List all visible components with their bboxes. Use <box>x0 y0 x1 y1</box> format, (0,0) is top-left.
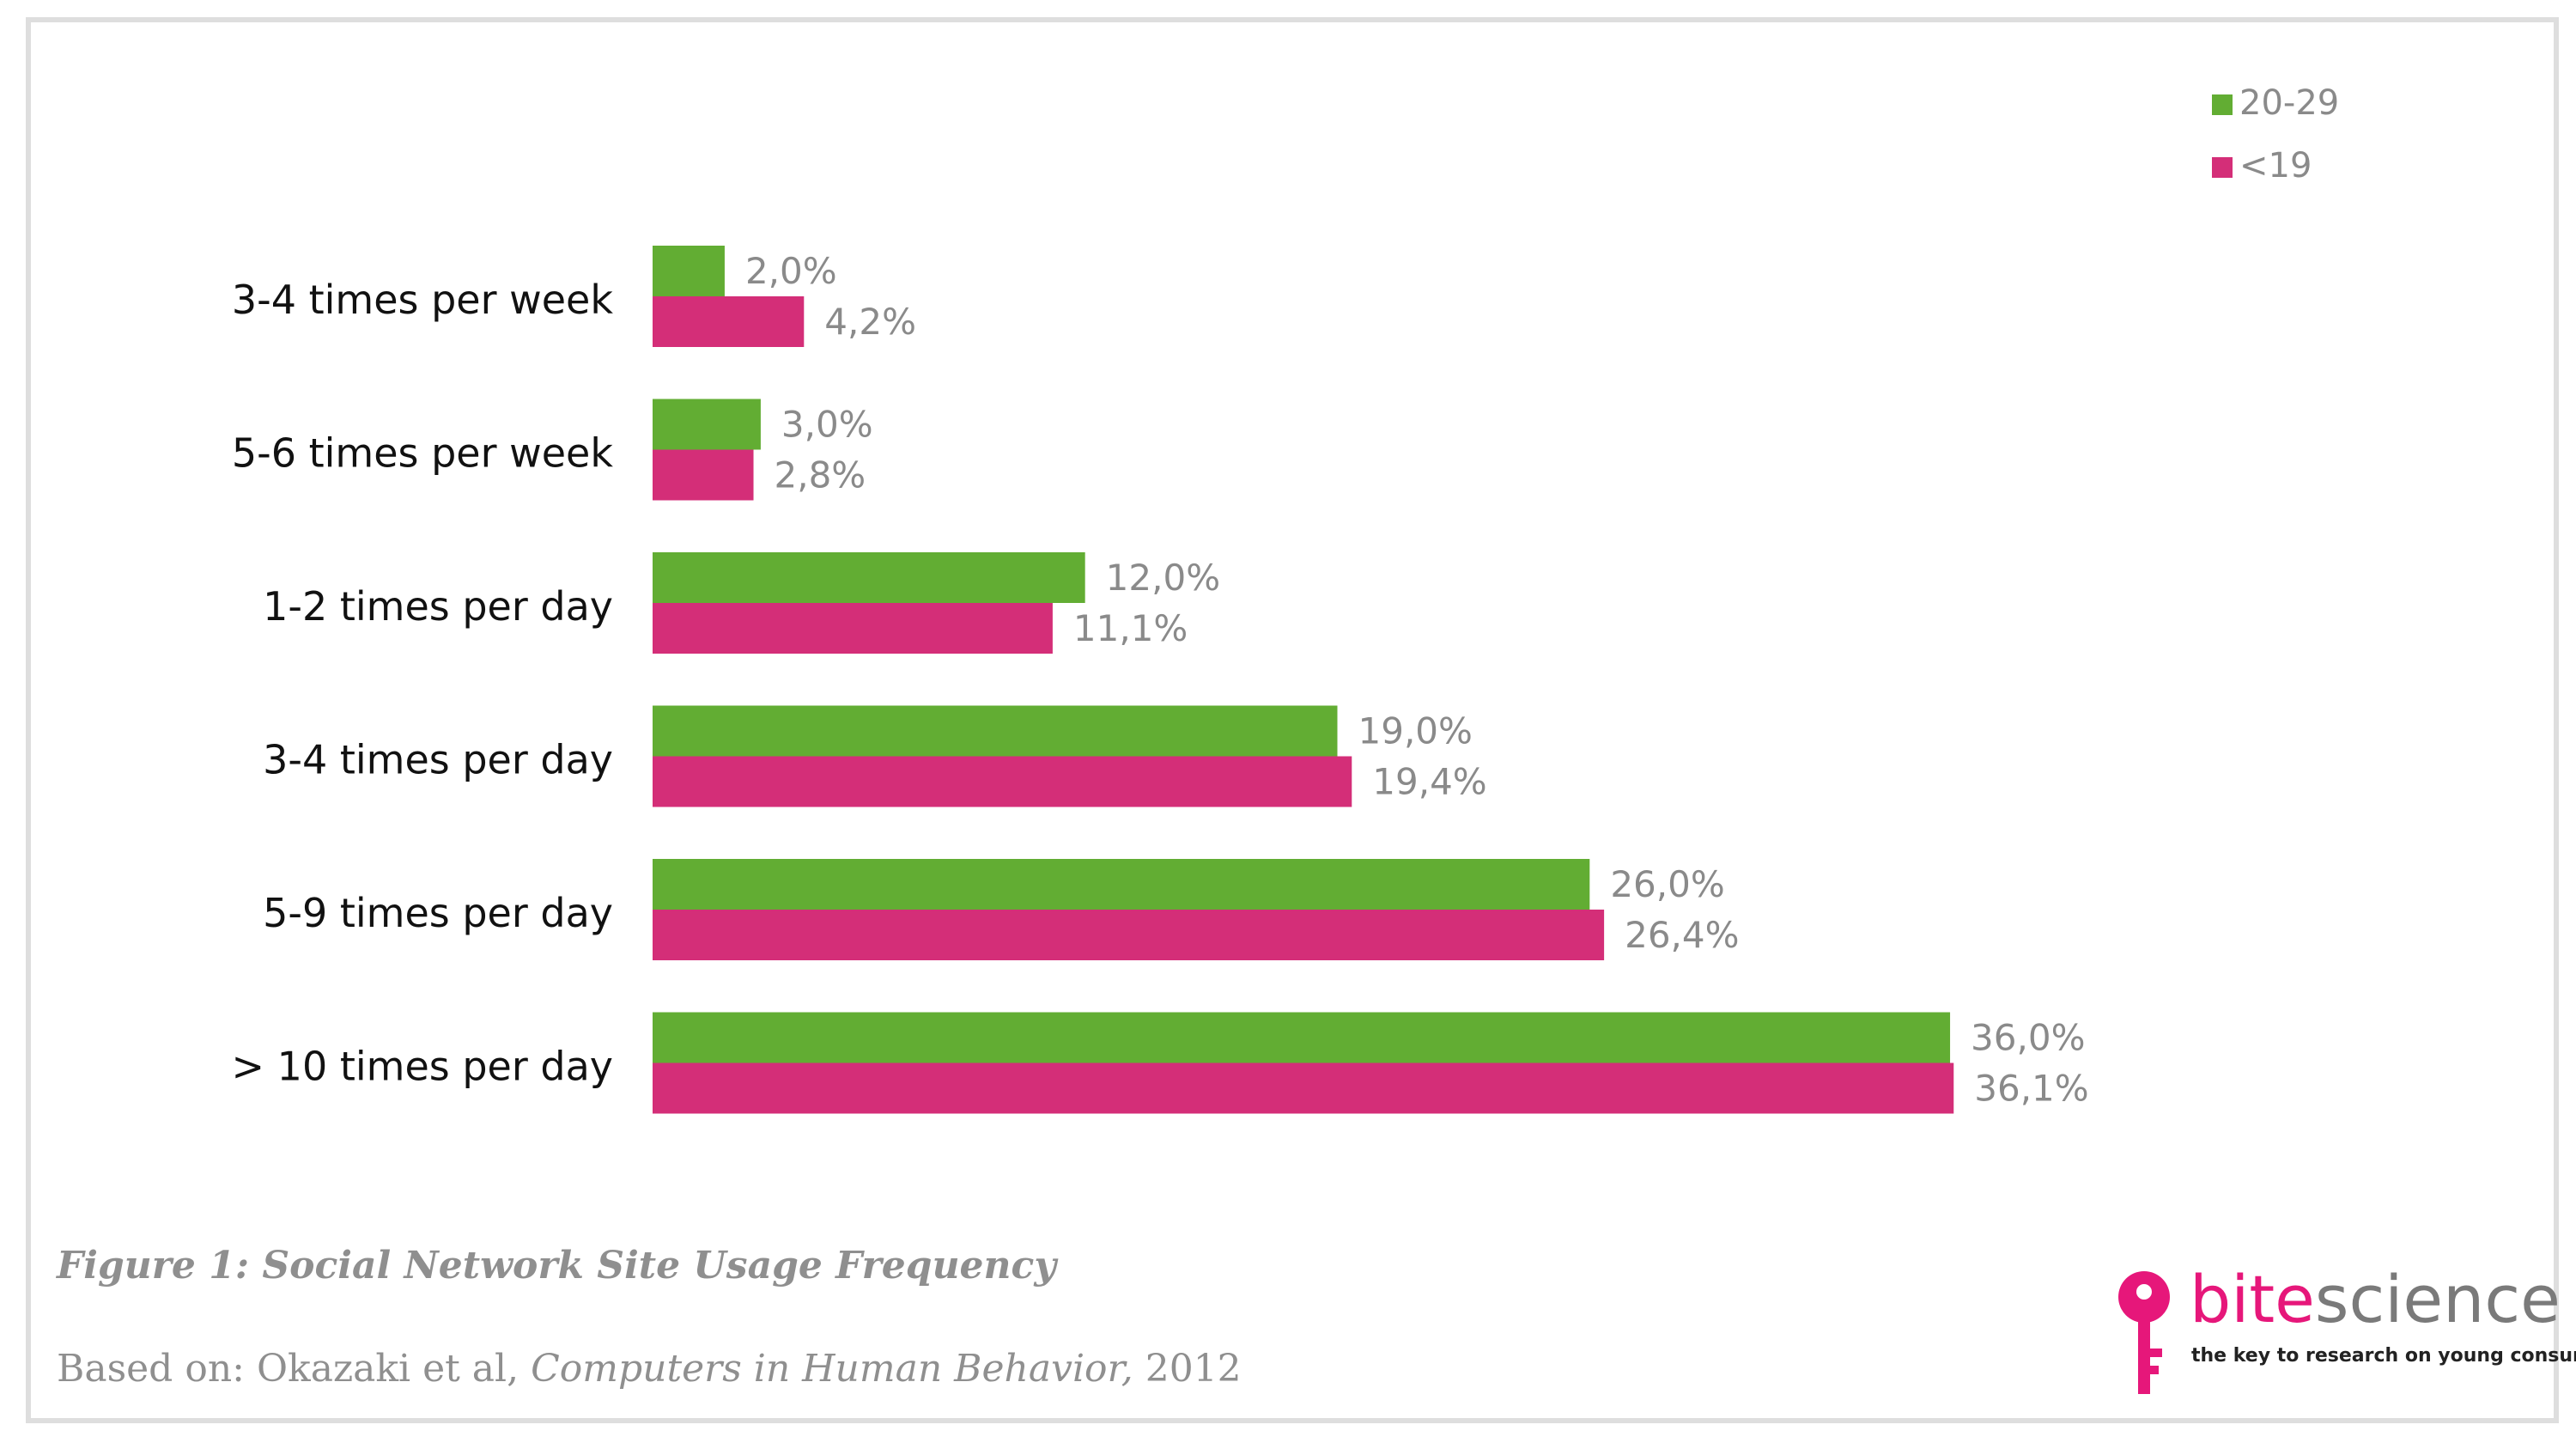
data-label: 2,8% <box>775 454 866 496</box>
key-icon <box>2118 1271 2170 1394</box>
bar-age-under-19 <box>653 296 805 347</box>
category-label: 1-2 times per day <box>263 583 613 630</box>
source-year: 2012 <box>1145 1347 1242 1391</box>
data-label: 2,0% <box>745 250 837 292</box>
logo-science: science <box>2314 1261 2561 1337</box>
data-label: 36,1% <box>1974 1068 2088 1110</box>
logo-tagline: the key to research on young consumers <box>2191 1345 2576 1367</box>
bar-age-20-29 <box>653 859 1590 910</box>
data-label: 4,2% <box>824 301 916 343</box>
logo-bite: bite <box>2190 1261 2315 1337</box>
bar-age-20-29 <box>653 1012 1951 1063</box>
figure-caption: Figure 1: Social Network Site Usage Freq… <box>57 1244 1056 1288</box>
bar-age-under-19 <box>653 603 1053 654</box>
bar-age-under-19 <box>653 1062 1954 1114</box>
data-label: 36,0% <box>1971 1017 2085 1059</box>
data-label: 26,4% <box>1625 914 1739 956</box>
logo-wordmark: bitescience <box>2190 1261 2561 1338</box>
legend-label: <19 <box>2239 146 2312 186</box>
category-label: 5-6 times per week <box>232 430 614 477</box>
bar-age-20-29 <box>653 705 1338 757</box>
bar-age-under-19 <box>653 449 754 501</box>
bar-age-20-29 <box>653 246 725 296</box>
bar-age-20-29 <box>653 399 761 450</box>
category-label: 3-4 times per day <box>263 737 613 783</box>
category-label: 5-9 times per day <box>263 890 613 936</box>
legend-swatch <box>2212 157 2233 178</box>
bitescience-logo: bitescience the key to research on young… <box>2114 1261 2576 1398</box>
bar-age-under-19 <box>653 756 1352 807</box>
category-label: 3-4 times per week <box>232 277 614 323</box>
category-label: > 10 times per day <box>232 1044 613 1090</box>
legend-swatch <box>2212 94 2233 115</box>
source-prefix: Based on: Okazaki et al, <box>57 1347 532 1391</box>
data-label: 19,4% <box>1372 761 1486 803</box>
source-journal: Computers in Human Behavior, <box>531 1347 1133 1391</box>
bar-age-under-19 <box>653 910 1605 960</box>
data-label: 3,0% <box>781 404 873 446</box>
data-label: 26,0% <box>1610 863 1724 905</box>
data-label: 11,1% <box>1073 607 1188 649</box>
bar-age-20-29 <box>653 552 1085 603</box>
data-label: 12,0% <box>1106 557 1220 599</box>
data-label: 19,0% <box>1358 710 1473 752</box>
source-line: Based on: Okazaki et al, Computers in Hu… <box>57 1347 1242 1391</box>
legend-label: 20-29 <box>2239 83 2339 123</box>
